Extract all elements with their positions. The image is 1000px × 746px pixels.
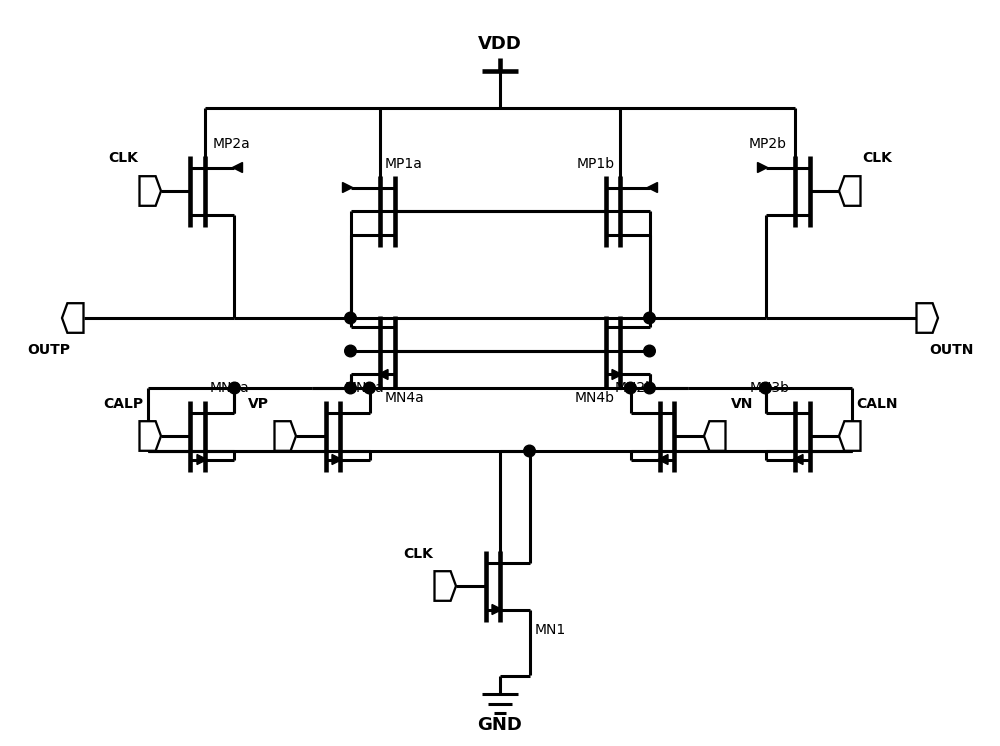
Text: MN4b: MN4b bbox=[575, 392, 615, 406]
Polygon shape bbox=[839, 421, 860, 451]
Text: MN2b: MN2b bbox=[615, 381, 655, 395]
Polygon shape bbox=[648, 183, 658, 192]
Text: GND: GND bbox=[478, 716, 522, 734]
Text: CLK: CLK bbox=[108, 151, 138, 165]
Polygon shape bbox=[332, 454, 342, 465]
Circle shape bbox=[229, 382, 240, 394]
Polygon shape bbox=[197, 454, 207, 465]
Circle shape bbox=[760, 382, 771, 394]
Circle shape bbox=[345, 345, 356, 357]
Polygon shape bbox=[139, 176, 161, 206]
Polygon shape bbox=[917, 303, 938, 333]
Polygon shape bbox=[704, 421, 725, 451]
Polygon shape bbox=[658, 454, 668, 465]
Text: MP1a: MP1a bbox=[385, 157, 423, 171]
Polygon shape bbox=[612, 369, 622, 380]
Text: MP2a: MP2a bbox=[213, 137, 251, 151]
Text: MN1: MN1 bbox=[534, 624, 566, 638]
Polygon shape bbox=[492, 604, 502, 615]
Polygon shape bbox=[435, 571, 456, 601]
Polygon shape bbox=[839, 176, 860, 206]
Polygon shape bbox=[62, 303, 84, 333]
Text: MN3b: MN3b bbox=[750, 381, 790, 395]
Circle shape bbox=[625, 382, 636, 394]
Text: VDD: VDD bbox=[478, 35, 522, 53]
Circle shape bbox=[644, 382, 655, 394]
Text: MP2b: MP2b bbox=[749, 137, 787, 151]
Text: CLK: CLK bbox=[862, 151, 892, 165]
Circle shape bbox=[364, 382, 375, 394]
Text: MP1b: MP1b bbox=[577, 157, 615, 171]
Polygon shape bbox=[232, 163, 242, 172]
Text: CALP: CALP bbox=[103, 397, 143, 411]
Polygon shape bbox=[139, 421, 161, 451]
Polygon shape bbox=[342, 183, 352, 192]
Text: VP: VP bbox=[248, 397, 268, 411]
Polygon shape bbox=[758, 163, 768, 172]
Circle shape bbox=[644, 312, 655, 324]
Circle shape bbox=[345, 382, 356, 394]
Polygon shape bbox=[793, 454, 803, 465]
Circle shape bbox=[524, 445, 535, 457]
Text: CLK: CLK bbox=[403, 547, 433, 561]
Polygon shape bbox=[378, 369, 388, 380]
Circle shape bbox=[345, 312, 356, 324]
Text: MN3a: MN3a bbox=[210, 381, 250, 395]
Text: CALN: CALN bbox=[856, 397, 898, 411]
Text: VN: VN bbox=[731, 397, 753, 411]
Polygon shape bbox=[274, 421, 296, 451]
Text: MN2a: MN2a bbox=[345, 381, 385, 395]
Text: MN4a: MN4a bbox=[385, 392, 425, 406]
Text: OUTN: OUTN bbox=[929, 343, 974, 357]
Circle shape bbox=[644, 345, 655, 357]
Text: OUTP: OUTP bbox=[27, 343, 70, 357]
